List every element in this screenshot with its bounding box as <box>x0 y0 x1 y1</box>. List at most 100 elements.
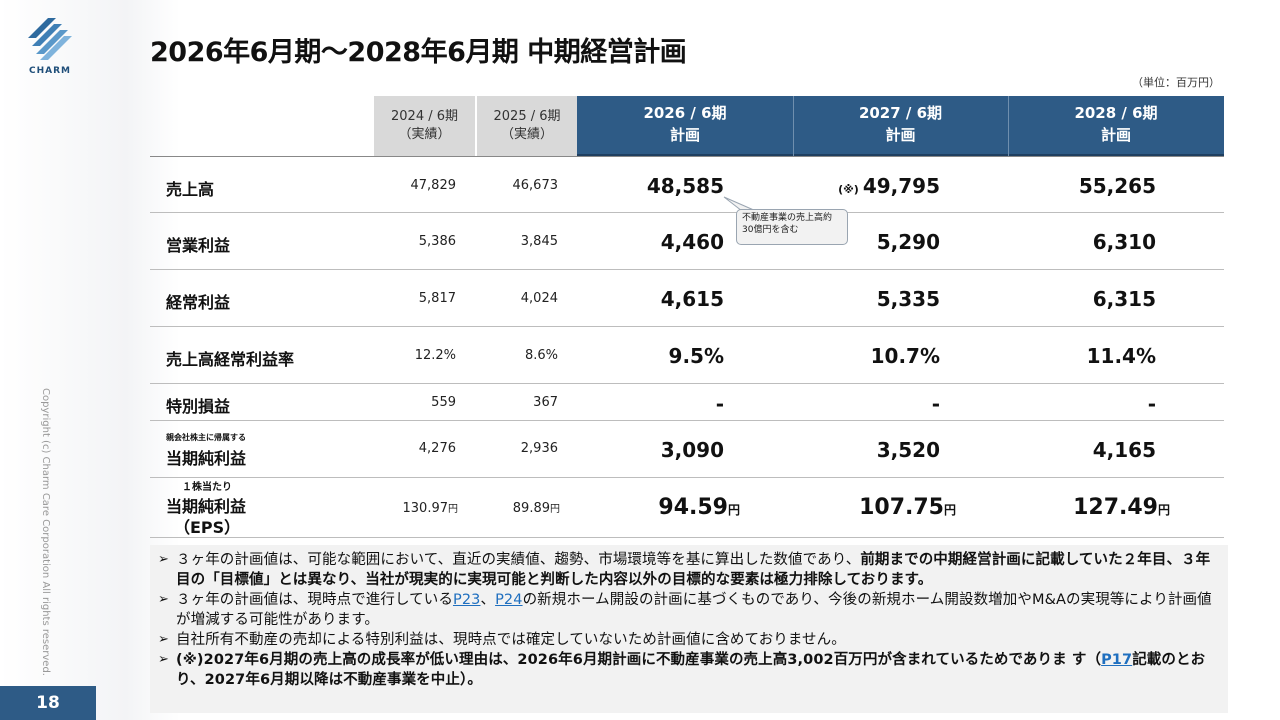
cell-margin-2024: 12.2% <box>414 348 456 363</box>
row-label-eps-abbr: （EPS） <box>174 518 241 537</box>
note-text: 自社所有不動産の売却による特別利益は、現時点では確定していないため計画値に含めて… <box>176 632 846 648</box>
cell-extraordinary-2024: 559 <box>431 395 456 410</box>
cell-extraordinary-2028: - <box>1147 392 1156 416</box>
yen-unit: 円 <box>727 503 740 517</box>
cell-operating-2025: 3,845 <box>520 234 558 249</box>
cell-eps-2026-value: 94.59 <box>658 495 728 520</box>
page-link-p23[interactable]: P23 <box>452 592 481 608</box>
col-header-2026: 2026 / 6期 計画 <box>577 96 793 156</box>
cell-margin-2026: 9.5% <box>668 344 724 368</box>
note-item: ➢ ３ヶ年の計画値は、現時点で進行しているP23、P24の新規ホーム開設の計画に… <box>154 590 1220 630</box>
cell-eps-2028-value: 127.49 <box>1073 495 1158 520</box>
cell-margin-2028: 11.4% <box>1086 344 1156 368</box>
copyright-text: Copyright (c) Charm Care Corporation All… <box>40 388 51 676</box>
cell-operating-2027: 5,290 <box>876 230 940 254</box>
page-link-p24[interactable]: P24 <box>495 592 523 608</box>
row-label-extraordinary: 特別損益 <box>166 397 231 416</box>
row-divider <box>150 383 1224 384</box>
row-divider <box>150 269 1224 270</box>
footnote-mark: (※) <box>838 183 859 196</box>
note-text-bold: 前期までの中期経営計画に記載していた２年目、３年目の「目標値」とは異なり、当社が… <box>176 552 1211 588</box>
cell-operating-2026: 4,460 <box>660 230 724 254</box>
col-header-2027: 2027 / 6期 計画 <box>793 96 1008 156</box>
row-divider <box>150 420 1224 421</box>
col-header-period: 2024 / 6期 <box>391 108 458 124</box>
cell-eps-2027: 107.75円 <box>800 495 956 520</box>
col-header-period: 2025 / 6期 <box>493 108 561 124</box>
row-divider <box>150 477 1224 478</box>
cell-eps-2025-value: 89.89 <box>512 501 550 516</box>
cell-sales-2025: 46,673 <box>512 178 559 193</box>
callout-note: 不動産事業の売上高約30億円を含む <box>736 209 848 245</box>
note-text: の新規ホーム開設の計画に基づくものであり、今後の新規ホーム開設数増加やM&Aの実… <box>176 592 1212 628</box>
logo: CHARM <box>22 16 78 80</box>
yen-unit: 円 <box>1157 503 1170 517</box>
col-header-period: 2027 / 6期 <box>858 104 943 123</box>
col-header-2028: 2028 / 6期 計画 <box>1008 96 1224 156</box>
cell-operating-2028: 6,310 <box>1092 230 1156 254</box>
col-header-period: 2026 / 6期 <box>643 104 727 123</box>
cell-extraordinary-2027: - <box>931 392 940 416</box>
row-label-net-income: 当期純利益 <box>166 449 247 468</box>
col-header-2024: 2024 / 6期 （実績） <box>374 96 475 156</box>
cell-net-2025: 2,936 <box>520 441 558 456</box>
arrow-bullet-icon: ➢ <box>158 632 169 647</box>
cell-margin-2025: 8.6% <box>524 348 558 363</box>
cell-net-2024: 4,276 <box>418 441 456 456</box>
note-text: (※)2027年6月期の売上高の成長率が低い理由は、2026年6月期計画に不動産… <box>176 652 1102 668</box>
arrow-bullet-icon: ➢ <box>158 592 169 607</box>
note-text: ３ヶ年の計画値は、可能な範囲において、直近の実績値、趨勢、市場環境等を基に算出し… <box>176 552 861 568</box>
cell-eps-2028: 127.49円 <box>1020 495 1170 520</box>
header-divider <box>793 96 794 156</box>
note-text: 、 <box>480 592 496 608</box>
col-header-2025: 2025 / 6期 （実績） <box>477 96 577 156</box>
logo-text: CHARM <box>29 66 71 76</box>
header-divider <box>1008 96 1009 156</box>
cell-ordinary-2028: 6,315 <box>1092 287 1156 311</box>
row-label-ordinary-income: 経常利益 <box>166 293 231 312</box>
cell-ordinary-2024: 5,817 <box>418 291 456 306</box>
cell-margin-2027: 10.7% <box>870 344 940 368</box>
row-label-eps: 当期純利益 <box>166 497 247 516</box>
notes-box: ➢ ３ヶ年の計画値は、可能な範囲において、直近の実績値、趨勢、市場環境等を基に算… <box>150 545 1228 713</box>
cell-sales-2024: 47,829 <box>410 178 457 193</box>
row-label-operating-income: 営業利益 <box>166 236 231 255</box>
cell-extraordinary-2025: 367 <box>533 395 558 410</box>
col-header-kind: 計画 <box>1100 126 1131 144</box>
cell-sales-2027: (※) 49,795 <box>800 174 940 198</box>
yen-unit: 円 <box>448 504 458 515</box>
note-item: ➢ ３ヶ年の計画値は、可能な範囲において、直近の実績値、趨勢、市場環境等を基に算… <box>154 550 1220 590</box>
row-sublabel-net-income: 親会社株主に帰属する <box>166 433 246 442</box>
cell-ordinary-2027: 5,335 <box>876 287 940 311</box>
row-label-ordinary-margin: 売上高経常利益率 <box>166 350 295 369</box>
cell-eps-2025: 89.89円 <box>470 500 560 516</box>
note-item: ➢ 自社所有不動産の売却による特別利益は、現時点では確定していないため計画値に含… <box>154 630 1220 650</box>
row-divider <box>150 537 1224 538</box>
col-header-kind: （実績） <box>398 127 451 142</box>
page-title: 2026年6月期～2028年6月期 中期経営計画 <box>150 37 687 68</box>
note-text: ３ヶ年の計画値は、現時点で進行している <box>176 592 453 608</box>
cell-operating-2024: 5,386 <box>418 234 456 249</box>
col-header-kind: （実績） <box>500 127 553 142</box>
cell-sales-2028: 55,265 <box>1078 174 1156 198</box>
cell-ordinary-2025: 4,024 <box>520 291 558 306</box>
cell-sales-2027-value: 49,795 <box>862 174 940 198</box>
cell-extraordinary-2026: - <box>715 392 724 416</box>
col-header-kind: 計画 <box>669 126 700 144</box>
cell-eps-2024: 130.97円 <box>370 500 459 516</box>
col-header-period: 2028 / 6期 <box>1074 104 1158 123</box>
charm-logo-icon <box>28 18 72 60</box>
row-sublabel-eps: １株当たり <box>182 482 232 493</box>
cell-net-2027: 3,520 <box>876 438 940 462</box>
note-text: 記載のとおり、2027年6月期以降は不動産事業を中止）。 <box>176 652 1206 688</box>
row-label-sales: 売上高 <box>166 180 215 199</box>
cell-eps-2026: 94.59円 <box>600 495 740 520</box>
cell-ordinary-2026: 4,615 <box>660 287 724 311</box>
note-item: ➢ (※)2027年6月期の売上高の成長率が低い理由は、2026年6月期計画に不… <box>154 650 1220 690</box>
cell-net-2026: 3,090 <box>660 438 724 462</box>
cell-eps-2027-value: 107.75 <box>859 495 944 520</box>
page-link-p17[interactable]: P17 <box>1101 652 1133 668</box>
cell-sales-2026: 48,585 <box>646 174 724 198</box>
col-header-kind: 計画 <box>885 126 916 144</box>
arrow-bullet-icon: ➢ <box>158 652 169 667</box>
